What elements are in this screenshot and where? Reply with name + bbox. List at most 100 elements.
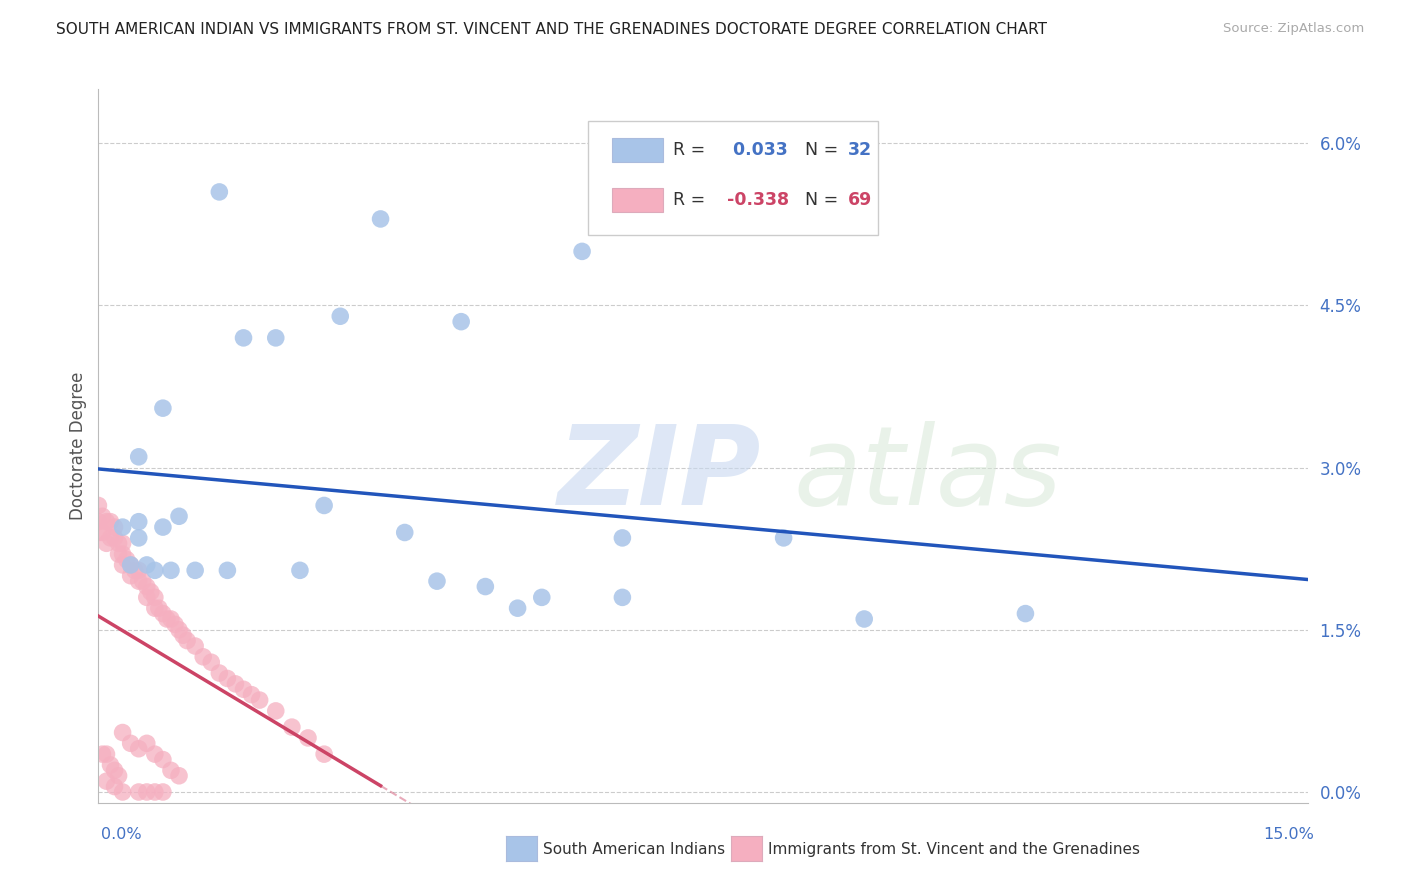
Point xyxy=(426,574,449,589)
Point xyxy=(143,747,166,761)
Point xyxy=(184,563,207,577)
Point xyxy=(167,509,190,524)
Point xyxy=(139,585,162,599)
Point xyxy=(314,499,336,513)
Point xyxy=(120,558,142,572)
Text: SOUTH AMERICAN INDIAN VS IMMIGRANTS FROM ST. VINCENT AND THE GRENADINES DOCTORAT: SOUTH AMERICAN INDIAN VS IMMIGRANTS FROM… xyxy=(56,22,1047,37)
Point xyxy=(249,693,271,707)
Point xyxy=(1014,607,1036,621)
Point xyxy=(132,574,155,589)
Point xyxy=(571,244,593,259)
Point xyxy=(100,531,122,545)
Point xyxy=(96,774,118,789)
Point xyxy=(120,736,142,750)
Point xyxy=(160,563,183,577)
Point xyxy=(135,785,157,799)
Point xyxy=(91,509,114,524)
Point xyxy=(281,720,304,734)
Text: 32: 32 xyxy=(848,141,872,159)
Point xyxy=(152,607,174,621)
Point xyxy=(111,558,134,572)
Point xyxy=(111,536,134,550)
Text: R =: R = xyxy=(673,141,710,159)
Point xyxy=(152,785,174,799)
Point xyxy=(107,547,129,561)
Point xyxy=(103,531,125,545)
Point xyxy=(100,758,122,772)
Point xyxy=(91,525,114,540)
Text: R =: R = xyxy=(673,191,710,209)
Point xyxy=(152,520,174,534)
Text: atlas: atlas xyxy=(793,421,1063,528)
Point xyxy=(160,764,183,778)
Point xyxy=(450,315,472,329)
Text: 0.033: 0.033 xyxy=(727,141,787,159)
Point xyxy=(87,525,110,540)
Point xyxy=(232,682,254,697)
Text: 69: 69 xyxy=(848,191,872,209)
Point xyxy=(135,736,157,750)
Point xyxy=(87,515,110,529)
Point xyxy=(111,725,134,739)
Point xyxy=(530,591,553,605)
Point xyxy=(176,633,198,648)
Point xyxy=(217,563,239,577)
Text: 0.0%: 0.0% xyxy=(101,827,142,841)
Point xyxy=(160,612,183,626)
Point xyxy=(128,515,150,529)
Point xyxy=(143,785,166,799)
Point xyxy=(217,672,239,686)
Point xyxy=(288,563,311,577)
Text: ZIP: ZIP xyxy=(558,421,762,528)
Point xyxy=(152,401,174,416)
Point xyxy=(156,612,179,626)
Point xyxy=(314,747,336,761)
Point xyxy=(128,450,150,464)
Text: N =: N = xyxy=(793,191,844,209)
Point xyxy=(264,331,287,345)
Point xyxy=(103,780,125,794)
Point xyxy=(200,655,222,669)
Point xyxy=(128,741,150,756)
Point xyxy=(103,764,125,778)
Point xyxy=(208,185,231,199)
Point xyxy=(264,704,287,718)
Point xyxy=(135,580,157,594)
Point xyxy=(370,211,392,226)
Point xyxy=(135,591,157,605)
Point xyxy=(107,769,129,783)
Point xyxy=(612,531,634,545)
FancyBboxPatch shape xyxy=(588,121,879,235)
Point xyxy=(772,531,794,545)
Point xyxy=(135,558,157,572)
Point xyxy=(120,568,142,582)
Point xyxy=(87,499,110,513)
Point xyxy=(120,558,142,572)
Point xyxy=(143,591,166,605)
Point xyxy=(96,515,118,529)
Point xyxy=(167,623,190,637)
Point xyxy=(107,536,129,550)
Point xyxy=(111,547,134,561)
Point xyxy=(111,785,134,799)
Text: Immigrants from St. Vincent and the Grenadines: Immigrants from St. Vincent and the Gren… xyxy=(768,842,1140,856)
Point xyxy=(224,677,246,691)
Text: N =: N = xyxy=(793,141,844,159)
Point xyxy=(128,563,150,577)
Point xyxy=(163,617,186,632)
Point xyxy=(96,747,118,761)
Point xyxy=(329,310,352,324)
Text: -0.338: -0.338 xyxy=(727,191,789,209)
Point xyxy=(167,769,190,783)
Point xyxy=(240,688,263,702)
Text: Source: ZipAtlas.com: Source: ZipAtlas.com xyxy=(1223,22,1364,36)
Point xyxy=(394,525,416,540)
Point xyxy=(148,601,170,615)
Point xyxy=(506,601,529,615)
Point xyxy=(128,574,150,589)
FancyBboxPatch shape xyxy=(613,187,664,212)
Point xyxy=(111,520,134,534)
Point xyxy=(612,591,634,605)
Point xyxy=(184,639,207,653)
Point xyxy=(143,563,166,577)
